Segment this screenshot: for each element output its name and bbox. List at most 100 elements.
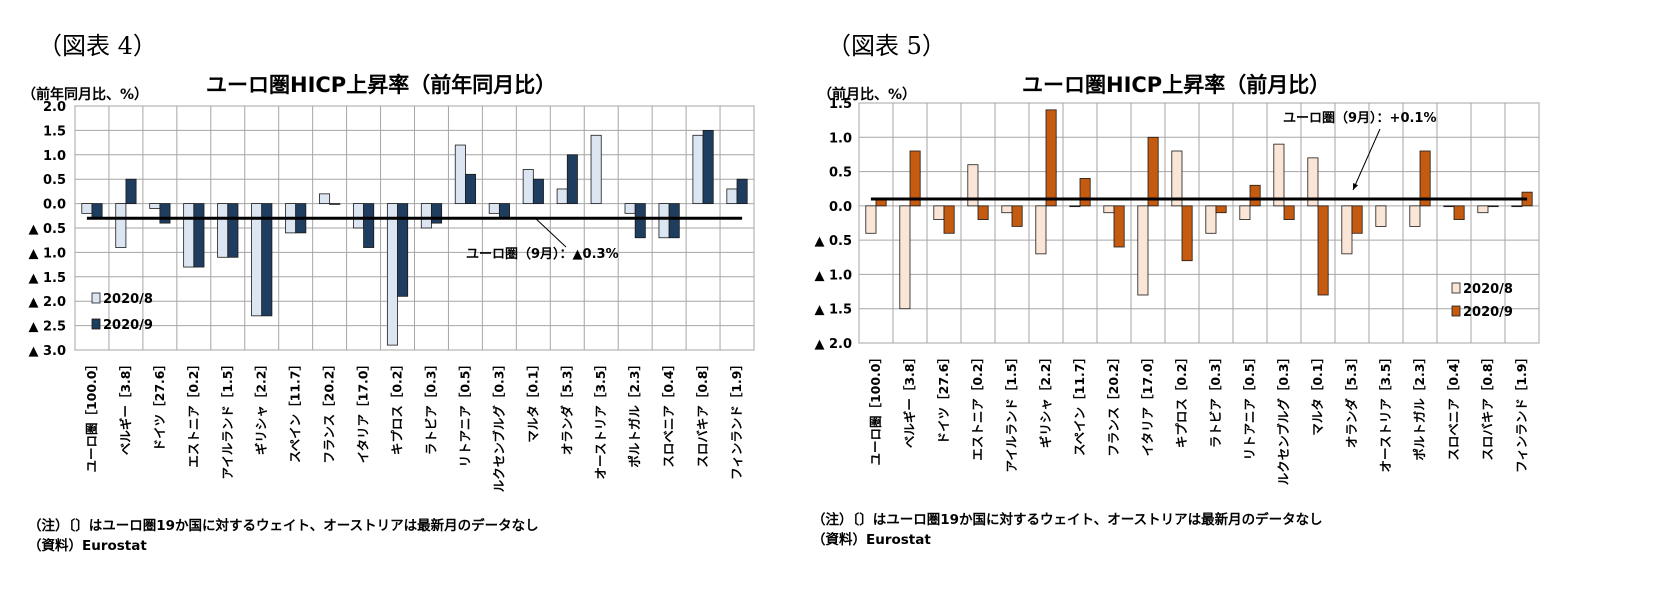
unit-label: （前年同月比、%） <box>22 87 149 103</box>
x-category-label: スペイン［11.7］ <box>288 358 303 463</box>
bar-sep <box>363 203 375 248</box>
bar-sep <box>498 203 510 219</box>
bar-sep <box>1317 205 1329 296</box>
bar-sep <box>193 203 205 268</box>
x-category-label: ギリシャ［2.2］ <box>254 358 269 455</box>
bar-aug <box>933 205 945 220</box>
x-category-label: ドイツ［27.6］ <box>152 358 167 451</box>
y-tick-label: ▲ 1.0 <box>814 268 852 283</box>
bar-aug <box>115 203 127 248</box>
bar-aug <box>183 203 195 268</box>
bar-sep <box>566 154 578 205</box>
bar-sep <box>1113 205 1125 248</box>
reference-line-label: ユーロ圏（9月）：+0.1% <box>1283 110 1437 126</box>
unit-label: （前月比、%） <box>818 87 917 103</box>
y-tick-label: 0.0 <box>829 200 852 215</box>
x-category-label: フランス［20.2］ <box>322 358 337 464</box>
bar-sep <box>977 205 989 220</box>
x-category-label: キプロス［0.2］ <box>390 358 405 455</box>
y-tick-label: 0.0 <box>43 198 66 213</box>
bar-sep <box>1419 150 1431 207</box>
legend-swatch <box>91 318 101 330</box>
chart-note: （注）〔〕はユーロ圏19か国に対するウェイト、オーストリアは最新月のデータなし <box>28 518 539 534</box>
bar-aug <box>1409 205 1421 227</box>
bar-sep <box>1283 205 1295 220</box>
x-category-label: ユーロ圏［100.0］ <box>84 358 99 473</box>
bar-aug <box>1307 157 1319 207</box>
bar-aug <box>149 203 161 209</box>
bar-sep <box>431 203 443 224</box>
bar-sep <box>1045 109 1057 207</box>
bar-aug <box>967 164 979 207</box>
bar-aug <box>1205 205 1217 234</box>
bar-aug <box>1511 205 1523 208</box>
bar-aug <box>1375 205 1387 227</box>
y-tick-label: ▲ 1.5 <box>28 271 66 286</box>
figure-label: （図表 5） <box>827 32 946 60</box>
bar-aug <box>899 205 911 310</box>
bar-aug <box>386 203 398 346</box>
x-category-label: スロベニア［0.4］ <box>1446 351 1461 461</box>
bar-aug <box>251 203 263 317</box>
bar-sep <box>1453 205 1465 220</box>
y-tick-label: ▲ 0.5 <box>814 234 852 249</box>
chart-source: （資料）Eurostat <box>28 538 147 554</box>
y-tick-label: 1.5 <box>829 97 852 112</box>
x-category-label: リトアニア［0.5］ <box>457 358 472 467</box>
x-category-label: ギリシャ［2.2］ <box>1038 351 1053 448</box>
bar-sep <box>329 203 341 205</box>
y-tick-label: 2.0 <box>43 100 66 115</box>
legend-swatch <box>1451 282 1461 294</box>
bar-aug <box>590 134 602 204</box>
y-tick-label: ▲ 3.0 <box>28 344 66 359</box>
y-tick-label: 1.0 <box>43 149 66 164</box>
legend-swatch <box>1451 305 1461 317</box>
bar-sep <box>1079 178 1091 207</box>
y-tick-label: ▲ 1.5 <box>814 303 852 318</box>
x-category-label: ポルトガル［2.3］ <box>1412 351 1427 461</box>
chart-panel-mom: （図表 5） （前月比、%） ユーロ圏HICP上昇率（前月比） 1.5 1.0 0.… <box>812 0 1663 608</box>
x-category-label: イタリア［17.0］ <box>356 358 371 463</box>
x-category-label: フィンランド［1.9］ <box>729 358 744 480</box>
bar-aug <box>1069 205 1081 208</box>
x-category-label: スロバキア［0.8］ <box>695 358 710 468</box>
bar-aug <box>420 203 432 229</box>
annotation-arrowhead <box>1353 183 1359 190</box>
bar-sep <box>1215 205 1227 214</box>
bar-sep <box>397 203 409 297</box>
x-category-label: ポルトガル［2.3］ <box>627 358 642 468</box>
legend-label: 2020/8 <box>103 292 153 307</box>
x-category-label: フィンランド［1.9］ <box>1514 351 1529 473</box>
legend-label: 2020/8 <box>1463 282 1513 297</box>
x-category-label: スロベニア［0.4］ <box>661 358 676 468</box>
bar-aug <box>692 134 704 204</box>
bar-aug <box>556 188 568 205</box>
bar-sep <box>1181 205 1193 262</box>
bar-sep <box>702 129 714 204</box>
bar-aug <box>1001 205 1013 214</box>
x-category-label: オランダ［5.3］ <box>1344 351 1359 448</box>
bar-aug <box>454 144 466 204</box>
y-tick-label: 1.5 <box>43 124 66 139</box>
bar-sep <box>1487 205 1499 208</box>
bar-aug <box>624 203 636 214</box>
y-tick-label: ▲ 2.0 <box>814 337 852 352</box>
bar-aug <box>1035 205 1047 255</box>
x-category-label: エストニア［0.2］ <box>970 351 985 461</box>
bar-sep <box>634 203 646 239</box>
legend-label: 2020/9 <box>1463 305 1513 320</box>
y-tick-label: 0.5 <box>829 166 852 181</box>
y-tick-label: ▲ 2.0 <box>28 295 66 310</box>
x-category-label: マルタ［0.1］ <box>1310 351 1325 436</box>
bar-sep <box>668 203 680 239</box>
bar-aug <box>522 169 534 205</box>
x-category-label: オーストリア［3.5］ <box>1378 351 1393 473</box>
x-category-label: リトアニア［0.5］ <box>1242 351 1257 460</box>
x-category-label: ルクセンブルグ［0.3］ <box>491 358 506 492</box>
x-category-label: フランス［20.2］ <box>1106 351 1121 457</box>
bar-aug <box>352 203 364 229</box>
x-category-label: アイルランド［1.5］ <box>220 358 235 480</box>
bar-sep <box>1351 205 1363 234</box>
bar-sep <box>465 173 477 205</box>
y-tick-label: ▲ 2.5 <box>28 320 66 335</box>
